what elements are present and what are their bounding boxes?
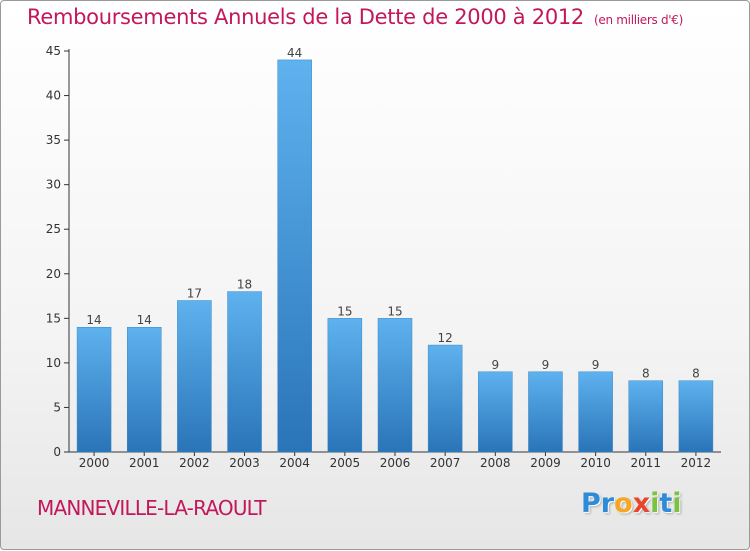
bar-2008: [478, 371, 513, 453]
y-tick-label: 5: [53, 400, 61, 414]
logo-letter: i: [672, 488, 682, 519]
logo-letter: r: [600, 488, 615, 519]
bar-2005: [327, 318, 363, 453]
x-tick-label: 2012: [681, 456, 712, 470]
bar-2001: [126, 326, 162, 453]
bar-2002: [177, 300, 212, 453]
x-tick-label: 2006: [380, 456, 411, 470]
bar-value-label: 15: [387, 304, 402, 318]
commune-name: MANNEVILLE-LA-RAOULT: [37, 496, 266, 520]
bar-value-label: 14: [86, 313, 101, 327]
x-tick-label: 2000: [79, 456, 110, 470]
bar-value-label: 18: [237, 278, 252, 292]
y-tick-label: 25: [46, 222, 61, 236]
bar-2007: [427, 344, 463, 453]
x-tick-label: 2002: [179, 456, 210, 470]
bar-value-label: 9: [592, 358, 600, 372]
bar-value-label: 8: [642, 367, 650, 381]
chart-title-text: Remboursements Annuels de la Dette de 20…: [27, 5, 584, 29]
bar-value-label: 8: [692, 367, 700, 381]
x-tick-label: 2001: [129, 456, 160, 470]
chart-subtitle: (en milliers d'€): [594, 13, 684, 27]
y-tick-label: 30: [46, 178, 61, 192]
bar-2006: [377, 318, 413, 453]
bar-value-label: 44: [287, 46, 302, 60]
y-axis: 0 5 10 15 20 25 30 35 40 45: [46, 44, 70, 459]
x-tick-label: 2004: [279, 456, 310, 470]
y-tick-label: 45: [46, 44, 61, 58]
logo-letter: P: [581, 488, 601, 519]
bar-2004: [277, 59, 312, 453]
chart-title: Remboursements Annuels de la Dette de 20…: [27, 5, 683, 29]
bar-value-label: 14: [137, 313, 152, 327]
proxiti-logo[interactable]: Proxiti: [581, 488, 682, 519]
y-tick-label: 20: [46, 267, 61, 281]
bar-2003: [227, 291, 262, 453]
bar-value-label: 15: [337, 304, 352, 318]
x-tick-label: 2009: [530, 456, 561, 470]
y-tick-label: 40: [46, 89, 61, 103]
x-tick-label: 2003: [229, 456, 260, 470]
x-axis: 2000 2001 2002 2003 2004 2005 2006 2007 2008 2009…: [69, 451, 721, 470]
x-tick-label: 2011: [630, 456, 661, 470]
logo-letter: x: [632, 488, 651, 519]
bar-2012: [678, 380, 714, 453]
bars: 14 14 17 18 44 15 15 12 9 9 9 8 8: [76, 46, 714, 453]
bar-2009: [528, 371, 563, 453]
x-tick-label: 2008: [480, 456, 511, 470]
bar-2011: [628, 380, 664, 453]
logo-letter: t: [659, 488, 673, 519]
bar-value-label: 9: [542, 358, 550, 372]
y-tick-label: 0: [53, 445, 61, 459]
y-tick-label: 10: [46, 356, 61, 370]
x-tick-label: 2007: [430, 456, 461, 470]
logo-letter: o: [614, 488, 633, 519]
bar-2000: [76, 326, 112, 453]
bar-value-label: 17: [187, 287, 202, 301]
bar-value-label: 9: [491, 358, 499, 372]
bar-2010: [578, 371, 613, 453]
x-tick-label: 2005: [330, 456, 361, 470]
y-tick-label: 35: [46, 133, 61, 147]
y-tick-label: 15: [46, 311, 61, 325]
bar-value-label: 12: [438, 331, 453, 345]
logo-letter: i: [650, 488, 660, 519]
x-tick-label: 2010: [580, 456, 611, 470]
